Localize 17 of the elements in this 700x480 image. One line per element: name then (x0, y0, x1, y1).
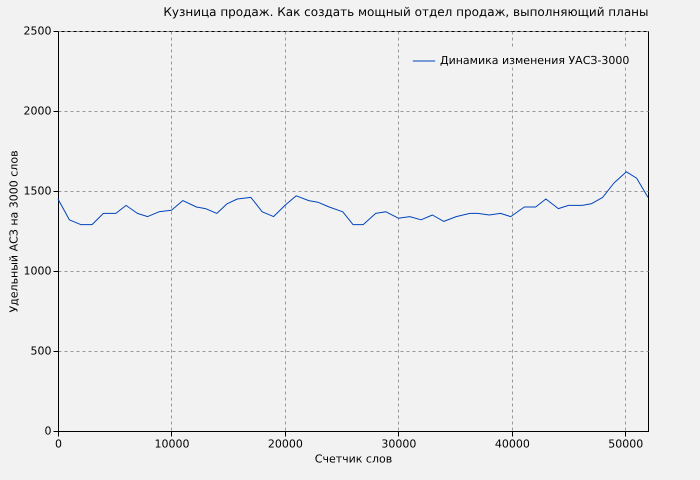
x-tick-label: 50000 (608, 438, 644, 450)
x-tick-label: 0 (55, 438, 62, 450)
chart-title: Кузница продаж. Как создать мощный отдел продаж, выполняющий планы (163, 5, 648, 19)
legend-label: Динамика изменения УАСЗ-3000 (440, 54, 630, 67)
x-tick-label: 20000 (268, 438, 303, 450)
y-tick-label: 2500 (24, 24, 52, 38)
y-tick-label: 1000 (24, 264, 52, 278)
x-axis-title: Счетчик слов (314, 452, 392, 466)
y-tick-label: 500 (30, 344, 52, 358)
y-axis-title: Удельный АСЗ на 3000 слов (8, 150, 21, 313)
x-tick-label: 40000 (494, 438, 530, 450)
y-tick-label: 2000 (24, 104, 52, 118)
x-tick-label: 10000 (154, 438, 190, 450)
x-tick-label: 30000 (381, 438, 416, 450)
y-tick-label: 0 (44, 424, 52, 438)
y-tick-label: 1500 (24, 184, 52, 198)
line-series (58, 171, 648, 226)
